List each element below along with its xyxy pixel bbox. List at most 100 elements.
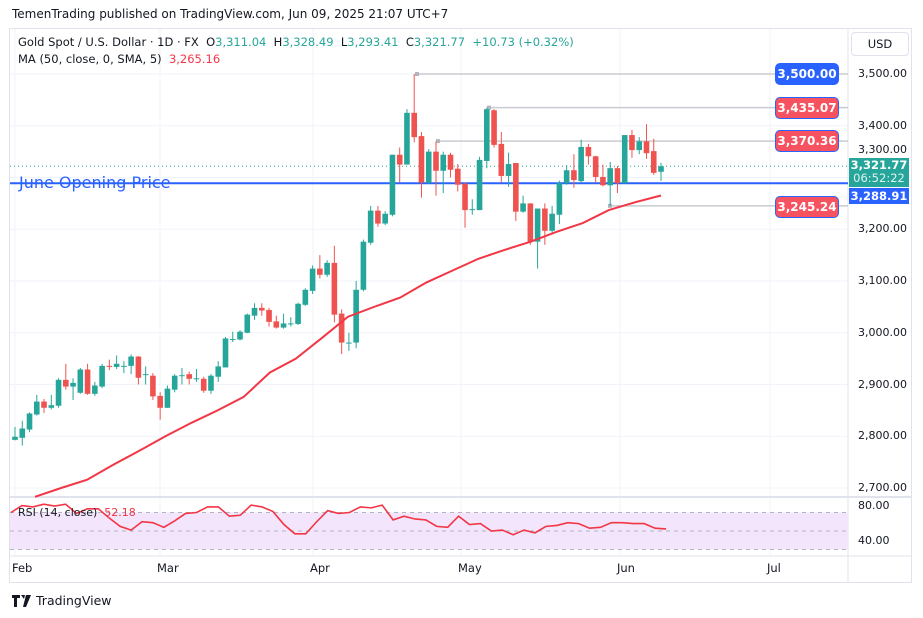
- high-value: 3,328.49: [282, 35, 334, 49]
- candle-body: [26, 413, 33, 430]
- ma-line: [34, 194, 662, 498]
- candle-body: [208, 375, 214, 391]
- candle-body: [643, 141, 650, 154]
- candle-body: [476, 159, 483, 211]
- candle-body: [19, 428, 26, 438]
- price-tick: 3,100.00: [858, 274, 907, 287]
- date-tick: Feb: [12, 561, 33, 575]
- june-opening-price-label[interactable]: June Opening Price: [19, 173, 171, 192]
- candle-body: [113, 363, 120, 367]
- currency-button[interactable]: USD: [851, 32, 909, 56]
- chart-frame: [9, 28, 912, 583]
- candle-body: [483, 109, 490, 161]
- symbol-legend: Gold Spot / U.S. Dollar · 1D · FX O3,311…: [18, 35, 574, 49]
- change-value: +10.73 (+0.32%): [472, 35, 574, 49]
- price-tick: 3,500.00: [858, 67, 907, 80]
- candle-body: [353, 289, 359, 343]
- candle-body: [150, 375, 156, 397]
- candle-body: [41, 401, 47, 408]
- candle-body: [244, 314, 251, 333]
- candle-body: [63, 379, 69, 387]
- candle-body: [382, 213, 388, 224]
- candle-body: [462, 183, 468, 211]
- candle-body: [621, 135, 628, 184]
- date-tick: Apr: [310, 561, 330, 575]
- rsi-label: RSI (14, close): [18, 506, 98, 519]
- candle-body: [338, 313, 345, 343]
- candle-body: [607, 168, 613, 186]
- date-tick: Jun: [617, 561, 635, 575]
- candle-body: [92, 385, 98, 394]
- candle-body: [295, 303, 301, 324]
- open-value: 3,311.04: [215, 35, 267, 49]
- candle-body: [396, 154, 403, 165]
- candle-body: [135, 356, 142, 378]
- price-tick: 2,800.00: [858, 429, 907, 443]
- price-tick: 3,300.00: [858, 143, 907, 156]
- tradingview-logo[interactable]: TradingView: [12, 593, 112, 608]
- candle-body: [48, 405, 55, 408]
- candle-body: [469, 209, 476, 211]
- candle-body: [288, 323, 294, 325]
- candle-body: [215, 366, 222, 377]
- rsi-line: [10, 503, 667, 536]
- candle-body: [505, 164, 512, 176]
- open-label: O: [206, 35, 216, 49]
- level-label-3435[interactable]: 3,435.07: [775, 97, 839, 119]
- ma-legend[interactable]: MA (50, close, 0, SMA, 5) 3,265.16: [18, 52, 220, 66]
- candle-body: [106, 365, 113, 367]
- rsi-legend[interactable]: RSI (14, close) 52.18: [18, 506, 136, 519]
- candle-body: [425, 151, 432, 183]
- candle-body: [440, 154, 447, 171]
- candle-body: [200, 378, 207, 391]
- candle-body: [411, 112, 418, 138]
- candle-body: [592, 156, 599, 177]
- high-label: H: [273, 35, 283, 49]
- candle-body: [171, 375, 178, 390]
- ma-value: 3,265.16: [168, 52, 221, 66]
- candle-body: [498, 143, 505, 176]
- candle-body: [280, 323, 287, 328]
- close-value: 3,321.77: [413, 35, 466, 49]
- price-tick: 2,900.00: [858, 377, 907, 391]
- candle-body: [571, 170, 577, 181]
- candle-body: [70, 382, 76, 387]
- date-tick: Mar: [157, 561, 179, 575]
- level-label-3370[interactable]: 3,370.36: [775, 130, 839, 152]
- candle-body: [258, 307, 265, 311]
- candle-body: [77, 369, 84, 393]
- candle-body: [121, 365, 127, 367]
- candle-body: [179, 375, 185, 377]
- candle-body: [418, 136, 425, 183]
- candle-body: [317, 268, 323, 275]
- candle-body: [237, 331, 243, 340]
- low-value: 3,293.41: [347, 35, 399, 49]
- candle-body: [142, 374, 149, 376]
- candle-body: [222, 338, 229, 368]
- level-label-3500[interactable]: 3,500.00: [775, 63, 839, 85]
- low-label: L: [340, 35, 348, 49]
- candle-body: [324, 262, 330, 275]
- candle-body: [600, 176, 606, 186]
- candle-body: [534, 208, 541, 242]
- tradingview-logo-icon: [12, 594, 31, 607]
- candle-body: [578, 146, 584, 182]
- candle-body: [309, 268, 316, 291]
- level-anchor: [487, 105, 491, 110]
- price-tick: 3,400.00: [858, 118, 907, 132]
- candle-body: [193, 378, 200, 380]
- candle-body: [302, 289, 309, 305]
- candle-body: [55, 379, 62, 406]
- candle-body: [99, 365, 105, 387]
- date-tick: May: [458, 561, 482, 575]
- symbol-name[interactable]: Gold Spot / U.S. Dollar · 1D · FX: [18, 35, 199, 49]
- level-label-3245[interactable]: 3,245.24: [775, 196, 839, 218]
- candle-body: [650, 151, 657, 173]
- candle-body: [513, 163, 519, 212]
- price-tick: 3,000.00: [858, 325, 907, 339]
- candle-body: [527, 203, 534, 242]
- candle-body: [266, 309, 272, 322]
- candle-body: [389, 154, 396, 215]
- candle-body: [433, 151, 439, 171]
